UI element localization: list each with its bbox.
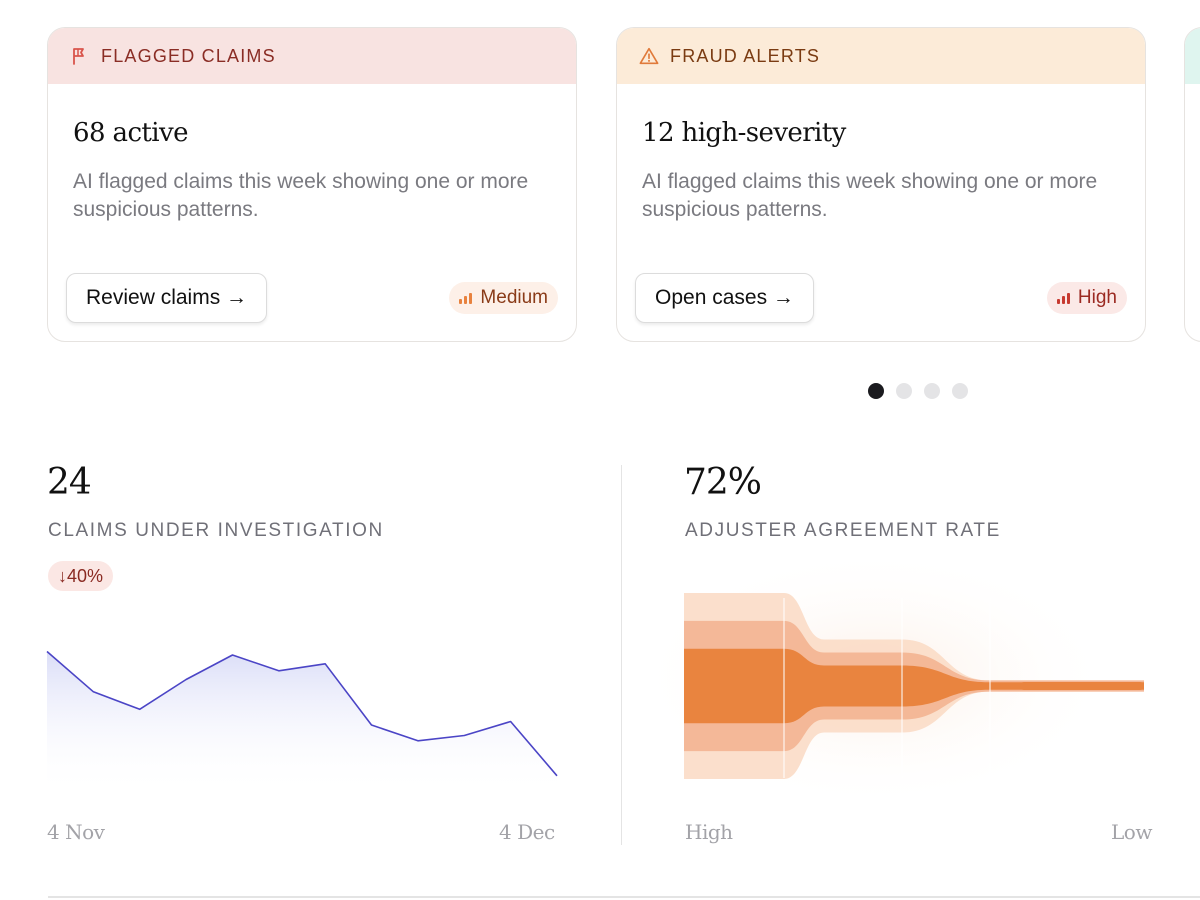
funnel-band-inner	[684, 648, 1144, 724]
investigation-count: 24	[47, 462, 92, 503]
card-header: FRAUD ALERTS	[617, 28, 1145, 84]
x-axis-start-label: 4 Nov	[47, 820, 105, 844]
agreement-rate-label: ADJUSTER AGREEMENT RATE	[685, 520, 1001, 541]
x-axis-start-label: High	[685, 820, 733, 844]
signal-bars-icon	[1056, 292, 1070, 304]
card-header-label: FLAGGED CLAIMS	[101, 45, 276, 66]
delta-badge: ↓40%	[48, 561, 114, 591]
series-area	[47, 651, 557, 795]
investigation-label: CLAIMS UNDER INVESTIGATION	[48, 520, 384, 541]
section-divider	[621, 465, 622, 845]
x-axis-end-label: Low	[1111, 820, 1152, 844]
card-description: AI flagged claims this week showing one …	[642, 170, 1098, 221]
carousel-dot[interactable]	[924, 383, 940, 399]
carousel-dot[interactable]	[868, 383, 884, 399]
signal-bars-icon	[459, 292, 473, 304]
severity-badge: High	[1046, 282, 1127, 314]
funnel-tail	[1020, 682, 1144, 690]
warning-triangle-icon	[639, 46, 659, 66]
next-card-peek[interactable]	[1184, 27, 1200, 342]
series-line	[46, 650, 558, 777]
carousel-dot[interactable]	[896, 383, 912, 399]
section-divider	[48, 896, 1200, 898]
card-header-label: FRAUD ALERTS	[670, 45, 821, 66]
severity-badge: Medium	[449, 282, 558, 314]
agreement-funnel-chart	[634, 548, 1144, 808]
investigation-line-chart	[46, 650, 558, 795]
severity-badge-label: Medium	[480, 287, 548, 308]
fraud-alerts-card: FRAUD ALERTS 12 high-severity AI flagged…	[616, 27, 1146, 342]
review-claims-button[interactable]: Review claims →	[66, 273, 268, 323]
flag-icon	[70, 46, 90, 66]
card-description: AI flagged claims this week showing one …	[73, 170, 529, 221]
flagged-claims-card: FLAGGED CLAIMS 68 active AI flagged clai…	[47, 27, 577, 342]
card-header: FLAGGED CLAIMS	[48, 28, 576, 84]
carousel-pagination	[868, 383, 968, 399]
card-title: 12 high-severity	[642, 118, 846, 148]
agreement-rate-value: 72%	[684, 462, 762, 503]
severity-badge-label: High	[1077, 287, 1117, 308]
card-title: 68 active	[73, 118, 188, 148]
x-axis-end-label: 4 Dec	[499, 820, 555, 844]
open-cases-button[interactable]: Open cases →	[635, 273, 814, 323]
carousel-dot[interactable]	[952, 383, 968, 399]
